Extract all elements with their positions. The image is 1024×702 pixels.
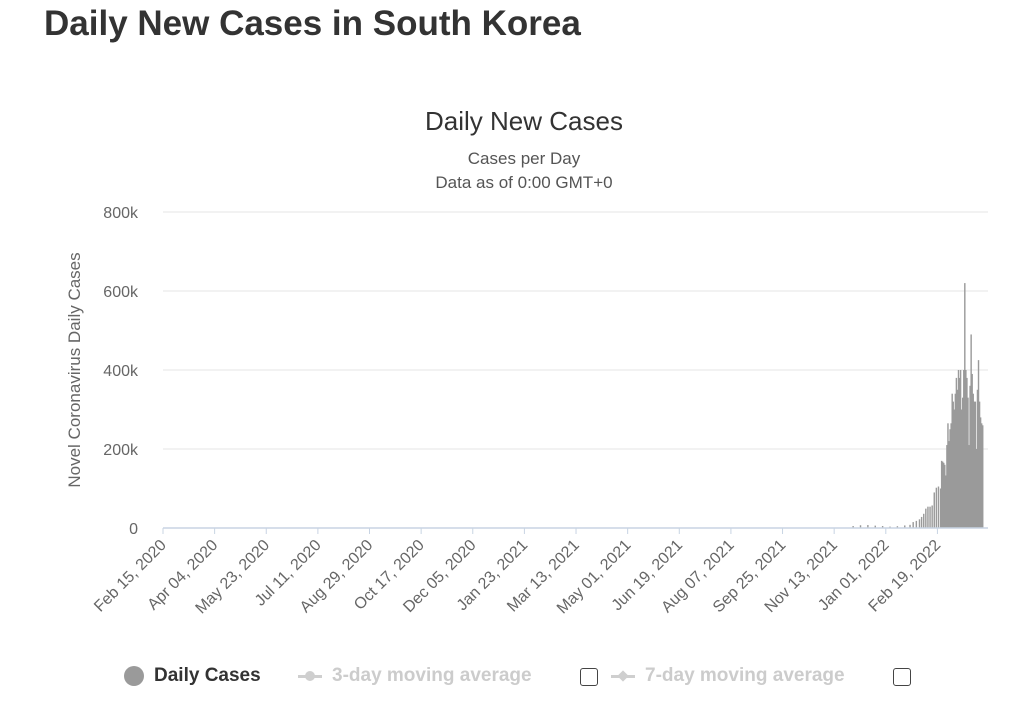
bar bbox=[945, 475, 947, 528]
y-tick-label: 400k bbox=[103, 363, 139, 380]
bar bbox=[954, 393, 957, 528]
bar bbox=[969, 385, 971, 528]
bar bbox=[953, 409, 955, 528]
chart-title: Daily New Cases bbox=[425, 106, 623, 136]
bar bbox=[980, 423, 983, 528]
bar bbox=[976, 389, 979, 528]
bar bbox=[896, 526, 899, 528]
bar bbox=[971, 373, 973, 528]
bar bbox=[982, 425, 984, 528]
bar bbox=[950, 423, 952, 528]
bar bbox=[915, 520, 918, 528]
bar bbox=[979, 417, 982, 528]
chart-subtitle-2: Data as of 0:00 GMT+0 bbox=[435, 173, 612, 192]
bar bbox=[973, 401, 976, 528]
bar bbox=[939, 488, 942, 528]
bar bbox=[949, 429, 951, 528]
checkbox-3-day-average[interactable] bbox=[580, 668, 598, 686]
bar bbox=[912, 522, 914, 528]
bar bbox=[948, 441, 950, 528]
bar bbox=[946, 445, 948, 528]
bar bbox=[964, 283, 966, 528]
legend-label-daily-cases: Daily Cases bbox=[154, 665, 261, 686]
legend-label-7-day-average: 7-day moving average bbox=[645, 665, 845, 686]
bar bbox=[929, 506, 931, 528]
bar bbox=[955, 377, 958, 528]
bar bbox=[967, 397, 969, 528]
checkbox-7-day-average[interactable] bbox=[893, 668, 911, 686]
bar bbox=[920, 516, 923, 528]
bar bbox=[909, 524, 911, 528]
bar bbox=[978, 401, 981, 528]
bar bbox=[943, 462, 945, 528]
bar bbox=[951, 393, 953, 528]
y-tick-label: 600k bbox=[103, 284, 139, 301]
bar bbox=[972, 393, 974, 528]
legend-label-3-day-average: 3-day moving average bbox=[332, 665, 532, 686]
legend-item-7-day-average[interactable]: 7-day moving average bbox=[611, 658, 845, 694]
bar bbox=[958, 377, 961, 528]
bar bbox=[965, 370, 967, 528]
y-tick-label: 200k bbox=[103, 442, 139, 459]
legend-item-daily-cases[interactable]: Daily Cases bbox=[124, 658, 261, 694]
bar bbox=[931, 505, 933, 528]
bar bbox=[956, 389, 959, 528]
bar bbox=[874, 525, 876, 528]
bar bbox=[957, 370, 960, 528]
bar bbox=[904, 525, 906, 528]
bar bbox=[974, 401, 977, 528]
page-title: Daily New Cases in South Korea bbox=[44, 4, 581, 43]
bar bbox=[937, 486, 940, 528]
chart-subtitle-1: Cases per Day bbox=[468, 149, 581, 168]
bar bbox=[963, 370, 965, 528]
bar bbox=[970, 334, 972, 528]
line-marker-icon bbox=[298, 670, 322, 681]
bar bbox=[941, 461, 944, 528]
grid-lines bbox=[163, 211, 988, 450]
diamond-marker-icon bbox=[611, 674, 635, 678]
bar bbox=[867, 525, 869, 528]
bar bbox=[975, 449, 978, 528]
bar-series bbox=[852, 283, 984, 529]
bar bbox=[940, 460, 943, 528]
bar bbox=[960, 409, 963, 528]
daily-cases-chart: Daily New Cases Cases per Day Data as of… bbox=[65, 106, 988, 617]
bar bbox=[959, 370, 962, 528]
bar bbox=[947, 423, 949, 528]
legend-item-3-day-average[interactable]: 3-day moving average bbox=[298, 658, 532, 694]
bar bbox=[923, 513, 925, 528]
legend: Daily Cases 3-day moving average 7-day m… bbox=[0, 658, 1024, 694]
bar bbox=[933, 492, 935, 528]
bar bbox=[944, 464, 946, 528]
bar bbox=[925, 508, 927, 528]
bar bbox=[952, 401, 954, 528]
y-axis-label: Novel Coronavirus Daily Cases bbox=[65, 252, 84, 487]
bar bbox=[881, 526, 884, 528]
bar bbox=[935, 487, 938, 528]
y-axis-ticks: 0 200k 400k 600k 800k bbox=[103, 205, 139, 538]
bar bbox=[962, 397, 964, 528]
y-tick-label: 800k bbox=[103, 205, 139, 222]
circle-icon bbox=[124, 666, 144, 686]
y-tick-label: 0 bbox=[129, 521, 138, 538]
bar bbox=[968, 445, 970, 528]
bar bbox=[852, 526, 854, 528]
bar bbox=[977, 360, 980, 529]
bar bbox=[918, 519, 921, 528]
bar bbox=[966, 377, 968, 528]
bar bbox=[927, 506, 929, 528]
bar bbox=[859, 525, 862, 528]
